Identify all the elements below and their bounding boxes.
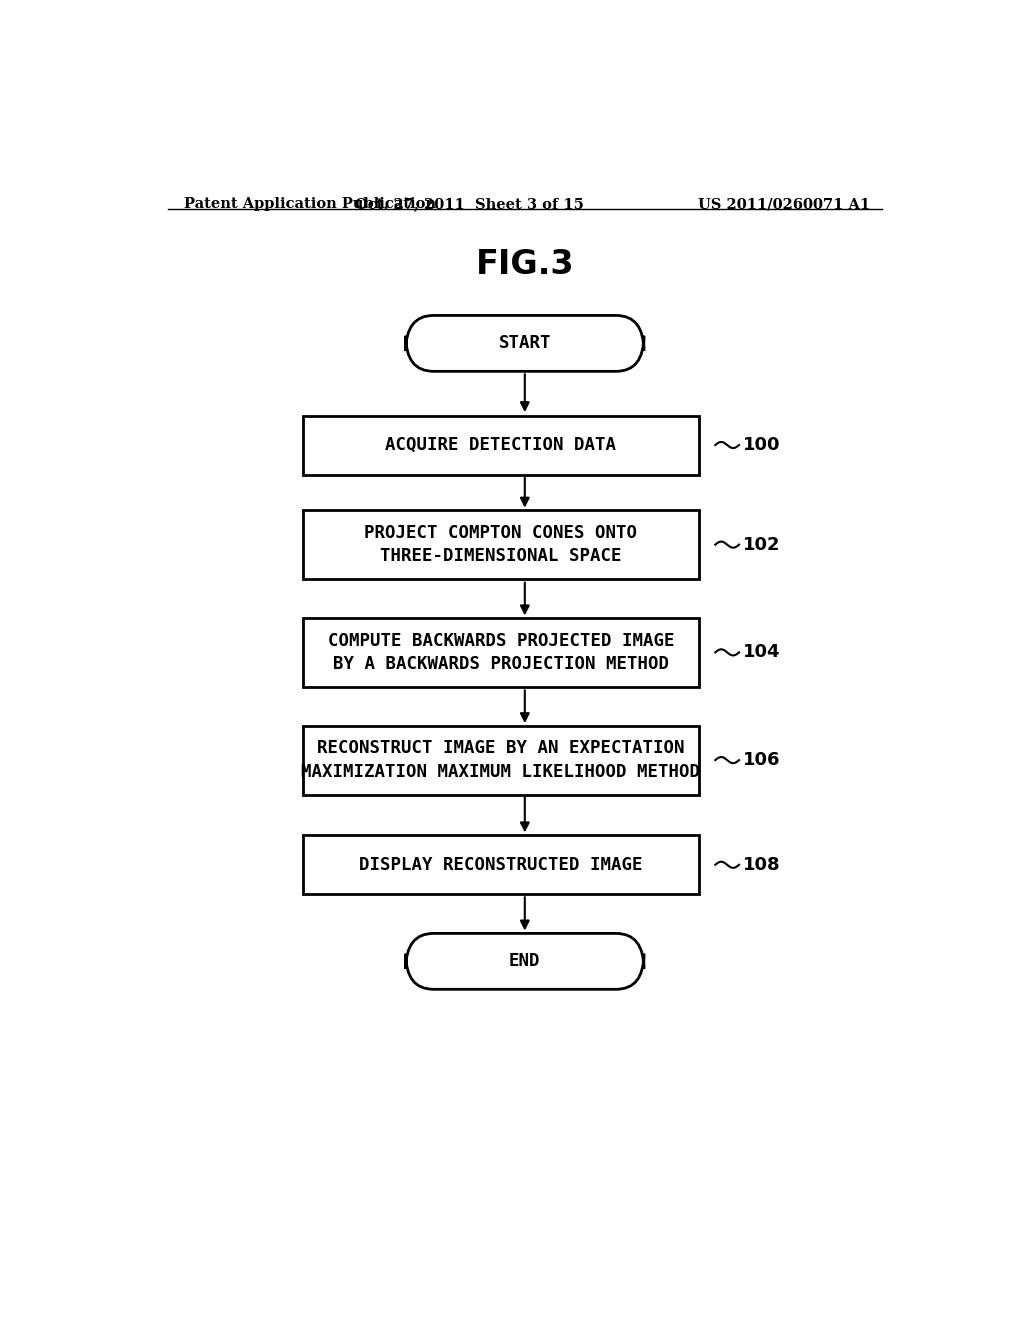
Text: 102: 102 xyxy=(743,536,780,553)
Text: PROJECT COMPTON CONES ONTO
THREE-DIMENSIONAL SPACE: PROJECT COMPTON CONES ONTO THREE-DIMENSI… xyxy=(365,524,638,565)
Text: Patent Application Publication: Patent Application Publication xyxy=(183,197,435,211)
Bar xyxy=(303,836,699,894)
Text: 108: 108 xyxy=(743,855,780,874)
Text: Oct. 27, 2011  Sheet 3 of 15: Oct. 27, 2011 Sheet 3 of 15 xyxy=(354,197,584,211)
FancyBboxPatch shape xyxy=(406,933,644,989)
Bar xyxy=(303,510,699,579)
Bar xyxy=(303,618,699,686)
FancyBboxPatch shape xyxy=(406,315,644,371)
Bar xyxy=(303,726,699,795)
Text: COMPUTE BACKWARDS PROJECTED IMAGE
BY A BACKWARDS PROJECTION METHOD: COMPUTE BACKWARDS PROJECTED IMAGE BY A B… xyxy=(328,631,674,673)
Text: FIG.3: FIG.3 xyxy=(475,248,574,281)
Text: RECONSTRUCT IMAGE BY AN EXPECTATION
MAXIMIZATION MAXIMUM LIKELIHOOD METHOD: RECONSTRUCT IMAGE BY AN EXPECTATION MAXI… xyxy=(301,739,700,781)
Text: ACQUIRE DETECTION DATA: ACQUIRE DETECTION DATA xyxy=(385,436,616,454)
Text: START: START xyxy=(499,334,551,352)
Text: US 2011/0260071 A1: US 2011/0260071 A1 xyxy=(698,197,870,211)
Text: DISPLAY RECONSTRUCTED IMAGE: DISPLAY RECONSTRUCTED IMAGE xyxy=(359,855,643,874)
Text: 106: 106 xyxy=(743,751,780,770)
Text: 104: 104 xyxy=(743,643,780,661)
Text: END: END xyxy=(509,952,541,970)
Text: 100: 100 xyxy=(743,436,780,454)
Bar xyxy=(303,416,699,474)
